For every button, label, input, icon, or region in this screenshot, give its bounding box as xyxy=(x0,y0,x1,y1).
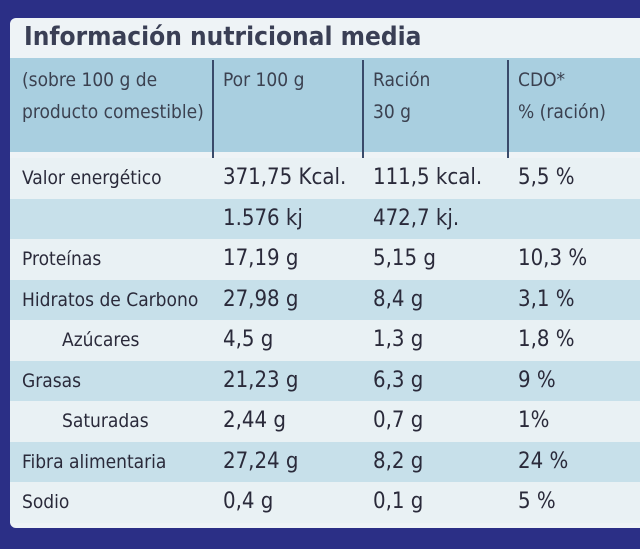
row-band xyxy=(10,482,640,523)
nutrient-value: 0,7 g xyxy=(373,408,424,433)
nutrient-name: Azúcares xyxy=(62,329,140,351)
nutrient-value: 1,8 % xyxy=(518,327,575,352)
label-title: Información nutricional media xyxy=(24,22,422,52)
row-band xyxy=(10,239,640,280)
nutrient-value: 8,4 g xyxy=(373,286,424,312)
row-band xyxy=(10,401,640,442)
label-panel: Información nutricional media (sobre 100… xyxy=(10,18,640,528)
nutrient-value: 0,1 g xyxy=(373,489,424,514)
header-text: Ración xyxy=(373,69,431,91)
nutrient-value: 17,19 g xyxy=(223,246,299,271)
header-text: 30 g xyxy=(373,101,412,123)
nutrient-name: Fibra alimentaria xyxy=(22,450,167,473)
nutrient-value: 24 % xyxy=(518,448,569,474)
header-text: % (ración) xyxy=(518,101,606,123)
row-band xyxy=(10,360,640,401)
nutrient-value: 5,15 g xyxy=(373,246,436,271)
row-band xyxy=(10,279,640,320)
header-text: Por 100 g xyxy=(223,69,305,91)
nutrient-value: 0,4 g xyxy=(223,489,274,514)
header-text: producto comestible) xyxy=(22,101,204,123)
nutrient-name: Valor energético xyxy=(22,167,162,189)
row-band xyxy=(10,320,640,361)
column-divider xyxy=(362,60,364,190)
nutrient-value: 371,75 Kcal. xyxy=(223,165,347,190)
header-band xyxy=(10,58,640,152)
nutrient-value: 2,44 g xyxy=(223,408,286,433)
nutrient-name: Saturadas xyxy=(62,410,149,432)
column-divider xyxy=(507,60,509,190)
nutrient-value: 27,98 g xyxy=(223,286,299,312)
row-band xyxy=(10,198,640,239)
nutrient-name: Sodio xyxy=(22,491,70,513)
nutrient-value: 1.576 kj xyxy=(223,205,303,231)
nutrient-value: 4,5 g xyxy=(223,327,274,352)
nutrient-value: 5,5 % xyxy=(518,165,575,190)
column-divider xyxy=(212,60,214,190)
nutrient-value: 9 % xyxy=(518,367,556,393)
nutrient-name: Hidratos de Carbono xyxy=(22,288,199,311)
row-band xyxy=(10,441,640,482)
nutrient-value: 8,2 g xyxy=(373,448,424,474)
nutrient-value: 472,7 kj. xyxy=(373,205,460,231)
nutrient-name: Proteínas xyxy=(22,248,102,270)
nutrient-name: Grasas xyxy=(22,369,82,392)
nutrient-value: 6,3 g xyxy=(373,367,424,393)
nutrient-value: 1,3 g xyxy=(373,327,424,352)
nutrient-value: 111,5 kcal. xyxy=(373,165,483,190)
nutrient-value: 21,23 g xyxy=(223,367,299,393)
row-band xyxy=(10,158,640,199)
nutrient-value: 3,1 % xyxy=(518,286,575,312)
header-text: (sobre 100 g de xyxy=(22,69,158,91)
nutrient-value: 1% xyxy=(518,408,550,433)
nutrient-value: 27,24 g xyxy=(223,448,299,474)
nutrient-value: 5 % xyxy=(518,489,556,514)
header-text: CDO* xyxy=(518,69,566,91)
nutrient-value: 10,3 % xyxy=(518,246,588,271)
